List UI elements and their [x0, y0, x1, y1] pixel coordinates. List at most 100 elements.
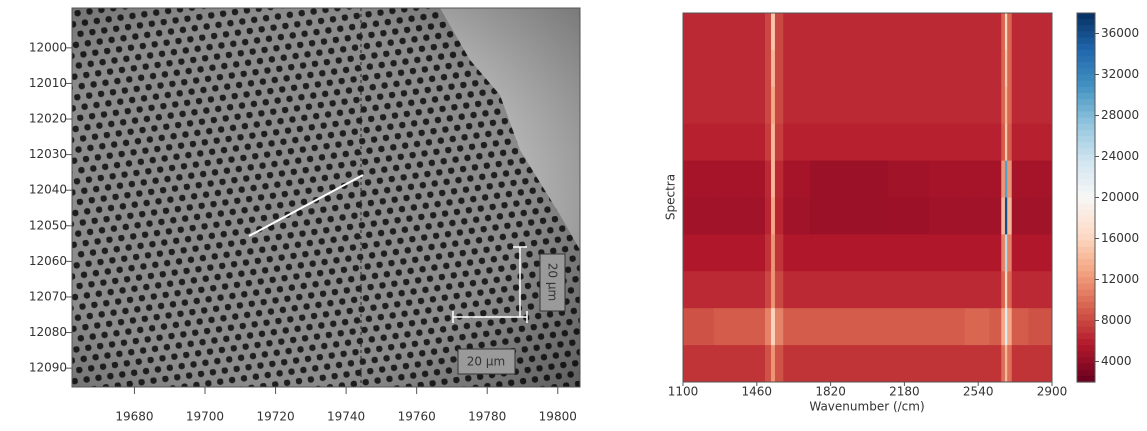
- heatmap-cell: [774, 86, 784, 125]
- heatmap-cell: [888, 345, 930, 383]
- heatmap-cell: [774, 49, 784, 88]
- heatmap-cell: [747, 160, 766, 198]
- colorbar-tick-label: 12000: [1101, 272, 1139, 286]
- heatmap-cell: [810, 13, 850, 51]
- heatmap-cell: [774, 160, 784, 198]
- colorbar-step: [1077, 308, 1095, 315]
- x-tick-label: 2900: [1037, 385, 1068, 399]
- colorbar-step: [1077, 289, 1095, 297]
- heatmap-cell: [810, 345, 850, 383]
- colorbar-step: [1077, 375, 1095, 383]
- x-tick-label: 19740: [327, 410, 365, 424]
- heatmap-cell: [1007, 345, 1013, 383]
- heatmap-cell: [989, 345, 1002, 383]
- heatmap-cell: [888, 123, 930, 162]
- heatmap-cell: [989, 86, 1002, 125]
- colorbar-step: [1077, 246, 1095, 254]
- heatmap-cell: [783, 49, 811, 88]
- heatmap-cell: [1001, 123, 1006, 162]
- heatmap-cell: [810, 234, 850, 272]
- heatmap-cell: [765, 197, 772, 235]
- heatmap-cell: [929, 86, 966, 125]
- colorbar-step: [1077, 240, 1095, 248]
- heatmap-cell: [771, 13, 776, 51]
- heatmap-cell: [1028, 86, 1053, 125]
- heatmap-cell: [849, 197, 889, 235]
- heatmap-cell: [964, 13, 990, 51]
- heatmap-cell: [1028, 13, 1053, 51]
- heatmap-cell: [713, 86, 749, 125]
- heatmap-cell: [929, 271, 966, 309]
- vignette: [72, 8, 580, 387]
- colorbar-step: [1077, 314, 1095, 322]
- colorbar-step: [1077, 56, 1095, 63]
- colorbar-step: [1077, 357, 1095, 365]
- heatmap-cell: [888, 49, 930, 88]
- heatmap-cell: [765, 308, 772, 346]
- heatmap-cell: [964, 86, 990, 125]
- heatmap-cell: [1011, 49, 1029, 88]
- heatmap-cell: [765, 160, 772, 198]
- heatmap-cell: [774, 345, 784, 383]
- heatmap-cell: [929, 49, 966, 88]
- colorbar-step: [1077, 43, 1095, 51]
- colorbar-tick-label: 32000: [1101, 67, 1139, 81]
- heatmap-cell: [1004, 49, 1008, 88]
- heatmap-cell: [849, 308, 889, 346]
- heatmap-cell: [683, 345, 715, 383]
- heatmap-cell: [713, 234, 749, 272]
- heatmap-cell: [1001, 271, 1006, 309]
- y-tick-label: 12070: [29, 289, 67, 303]
- heatmap-cell: [964, 345, 990, 383]
- heatmap-cell: [683, 308, 715, 346]
- heatmap-cell: [683, 234, 715, 272]
- heatmap-cell: [783, 308, 811, 346]
- colorbar-step: [1077, 369, 1095, 377]
- heatmap-cell: [989, 234, 1002, 272]
- annotation: 20 µm: [467, 355, 505, 369]
- heatmap-cell: [1007, 234, 1013, 272]
- scale-bars: [452, 246, 528, 323]
- x-tick-label: 2180: [889, 385, 920, 399]
- heatmap-cell: [713, 49, 749, 88]
- heatmap-cell: [783, 123, 811, 162]
- colorbar-step: [1077, 13, 1095, 20]
- y-tick-label: 12000: [29, 40, 67, 54]
- colorbar-step: [1077, 271, 1095, 279]
- heatmap-cell: [765, 123, 772, 162]
- colorbar-step: [1077, 74, 1095, 82]
- heatmap-cell: [1001, 234, 1006, 272]
- colorbar-step: [1077, 259, 1095, 266]
- colorbar-tick-label: 16000: [1101, 231, 1139, 245]
- heatmap-cell: [849, 345, 889, 383]
- colorbar-step: [1077, 215, 1095, 223]
- heatmap-cell: [683, 13, 715, 51]
- heatmap-cell: [771, 86, 776, 125]
- colorbar-tick-label: 20000: [1101, 190, 1139, 204]
- heatmap-cell: [1028, 123, 1053, 162]
- heatmap-cell: [1007, 86, 1013, 125]
- heatmap-cell: [849, 13, 889, 51]
- heatmap-cell: [989, 197, 1002, 235]
- x-axis-label: Wavenumber (/cm): [809, 400, 924, 414]
- heatmap-cell: [1028, 271, 1053, 309]
- colorbar-step: [1077, 363, 1095, 371]
- colorbar-step: [1077, 295, 1095, 303]
- x-tick-label: 19780: [468, 410, 506, 424]
- heatmap-cell: [713, 308, 749, 346]
- heatmap-cell: [783, 345, 811, 383]
- heatmap-cell: [771, 49, 776, 88]
- colorbar-step: [1077, 136, 1095, 143]
- colorbar-step: [1077, 338, 1095, 346]
- heatmap-cell: [989, 123, 1002, 162]
- colorbar-step: [1077, 62, 1095, 69]
- heatmap-cell: [888, 234, 930, 272]
- heatmap-cell: [1007, 197, 1013, 235]
- colorbar-step: [1077, 117, 1095, 125]
- heatmap-cell: [713, 123, 749, 162]
- heatmap-cell: [783, 271, 811, 309]
- heatmap-cell: [747, 308, 766, 346]
- heatmap-cell: [783, 234, 811, 272]
- colorbar-step: [1077, 345, 1095, 352]
